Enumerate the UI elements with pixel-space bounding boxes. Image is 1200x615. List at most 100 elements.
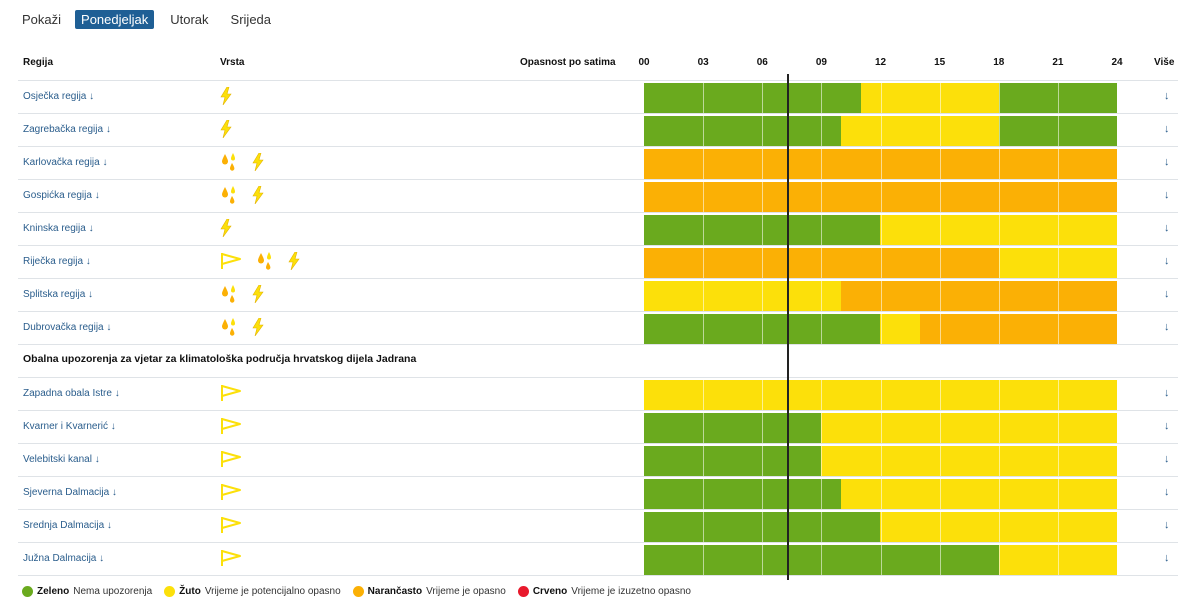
row-divider	[18, 542, 1178, 543]
hour-label-00: 00	[638, 57, 650, 68]
more-arrow-icon[interactable]: ↓	[1164, 387, 1170, 399]
day-selector: Pokaži Ponedjeljak Utorak Srijeda	[22, 8, 277, 30]
legend: Zeleno Nema upozorenja Žuto Vrijeme je pote…	[22, 586, 691, 597]
grid-line	[821, 149, 823, 179]
tab-wednesday[interactable]: Srijeda	[230, 11, 272, 27]
more-arrow-icon[interactable]: ↓	[1164, 321, 1170, 333]
row-divider	[18, 311, 1178, 312]
hour-cell-orange	[683, 149, 704, 179]
grid-line	[821, 479, 823, 509]
type-column-header: Vrsta	[220, 57, 245, 68]
grid-line	[939, 479, 941, 509]
more-arrow-icon[interactable]: ↓	[1164, 90, 1170, 102]
region-link[interactable]: Velebitski kanal ↓	[23, 454, 100, 465]
region-link[interactable]: Splitska regija ↓	[23, 289, 93, 300]
hour-cell-orange	[742, 149, 763, 179]
hour-cell-yellow	[1077, 479, 1098, 509]
more-arrow-icon[interactable]: ↓	[1164, 156, 1170, 168]
grid-line	[762, 446, 764, 476]
grid-line	[821, 281, 823, 311]
hour-cell-green	[742, 413, 763, 443]
region-name: Gospićka regija	[23, 190, 92, 201]
hour-cell-green	[722, 512, 743, 542]
region-link[interactable]: Gospićka regija ↓	[23, 190, 100, 201]
region-link[interactable]: Zapadna obala Istre ↓	[23, 388, 120, 399]
more-arrow-icon[interactable]: ↓	[1164, 288, 1170, 300]
grid-line	[939, 83, 941, 113]
hour-cell-yellow	[1038, 446, 1058, 476]
grid-line	[762, 149, 764, 179]
more-arrow-icon[interactable]: ↓	[1164, 255, 1170, 267]
hour-cell-yellow	[1057, 512, 1078, 542]
arrow-down-icon: ↓	[85, 289, 94, 300]
hour-cell-green	[703, 116, 723, 146]
hour-cell-orange	[1057, 314, 1078, 344]
hour-cell-orange	[998, 149, 1019, 179]
hour-cell-green	[801, 83, 822, 113]
hour-cell-yellow	[644, 281, 664, 311]
more-arrow-icon[interactable]: ↓	[1164, 453, 1170, 465]
legend-name: Crveno	[532, 586, 568, 597]
legend-item: Crveno Vrijeme je izuzetno opasno	[517, 586, 691, 597]
rain-icon	[256, 252, 274, 270]
table-row: Srednja Dalmacija ↓ ↓	[18, 509, 1178, 542]
legend-dot-icon	[22, 586, 33, 597]
arrow-down-icon: ↓	[91, 454, 100, 465]
hour-cell-green	[722, 314, 743, 344]
region-link[interactable]: Karlovačka regija ↓	[23, 157, 108, 168]
region-link[interactable]: Južna Dalmacija ↓	[23, 553, 104, 564]
hour-cell-yellow	[1038, 215, 1058, 245]
hourly-danger-bar	[644, 380, 1117, 410]
region-name: Zagrebačka regija	[23, 124, 104, 135]
grid-line	[762, 545, 764, 575]
region-link[interactable]: Osječka regija ↓	[23, 91, 94, 102]
hour-cell-yellow	[1018, 512, 1039, 542]
hour-cell-orange	[762, 149, 782, 179]
hour-cell-green	[703, 83, 723, 113]
more-arrow-icon[interactable]: ↓	[1164, 123, 1170, 135]
table-row: Osječka regija ↓ ↓	[18, 80, 1178, 113]
hour-cell-yellow	[1057, 446, 1078, 476]
hour-cell-yellow	[880, 512, 901, 542]
arrow-down-icon: ↓	[108, 421, 116, 432]
region-link[interactable]: Srednja Dalmacija ↓	[23, 520, 112, 531]
region-link[interactable]: Riječka regija ↓	[23, 256, 91, 267]
hour-cell-green	[1097, 116, 1117, 146]
arrow-down-icon: ↓	[103, 322, 112, 333]
hour-cell-green	[644, 512, 664, 542]
grid-line	[880, 116, 882, 146]
tab-tuesday[interactable]: Utorak	[170, 11, 209, 27]
region-link[interactable]: Sjeverna Dalmacija ↓	[23, 487, 117, 498]
hour-cell-orange	[919, 248, 940, 278]
more-arrow-icon[interactable]: ↓	[1164, 222, 1170, 234]
row-divider	[18, 443, 1178, 444]
grid-line	[1057, 182, 1059, 212]
grid-line	[1057, 116, 1059, 146]
hour-cell-green	[801, 314, 822, 344]
region-link[interactable]: Kninska regija ↓	[23, 223, 94, 234]
hour-cell-yellow	[1097, 248, 1117, 278]
grid-line	[939, 281, 941, 311]
hour-cell-green	[683, 512, 704, 542]
tab-monday[interactable]: Ponedjeljak	[75, 9, 155, 29]
more-arrow-icon[interactable]: ↓	[1164, 420, 1170, 432]
more-arrow-icon[interactable]: ↓	[1164, 189, 1170, 201]
hour-cell-orange	[841, 182, 861, 212]
hour-cell-yellow	[900, 380, 920, 410]
more-arrow-icon[interactable]: ↓	[1164, 486, 1170, 498]
region-link[interactable]: Zagrebačka regija ↓	[23, 124, 111, 135]
hour-cell-yellow	[900, 83, 920, 113]
arrow-down-icon: ↓	[85, 223, 94, 234]
hour-cell-yellow	[1097, 215, 1117, 245]
arrow-down-icon: ↓	[103, 124, 111, 135]
hour-cell-yellow	[841, 413, 861, 443]
region-link[interactable]: Kvarner i Kvarnerić ↓	[23, 421, 116, 432]
wind-icon	[220, 549, 242, 567]
grid-line	[703, 314, 705, 344]
more-arrow-icon[interactable]: ↓	[1164, 552, 1170, 564]
hour-cell-yellow	[978, 380, 999, 410]
region-link[interactable]: Dubrovačka regija ↓	[23, 322, 111, 333]
more-arrow-icon[interactable]: ↓	[1164, 519, 1170, 531]
hour-cell-green	[644, 413, 664, 443]
grid-line	[821, 413, 823, 443]
